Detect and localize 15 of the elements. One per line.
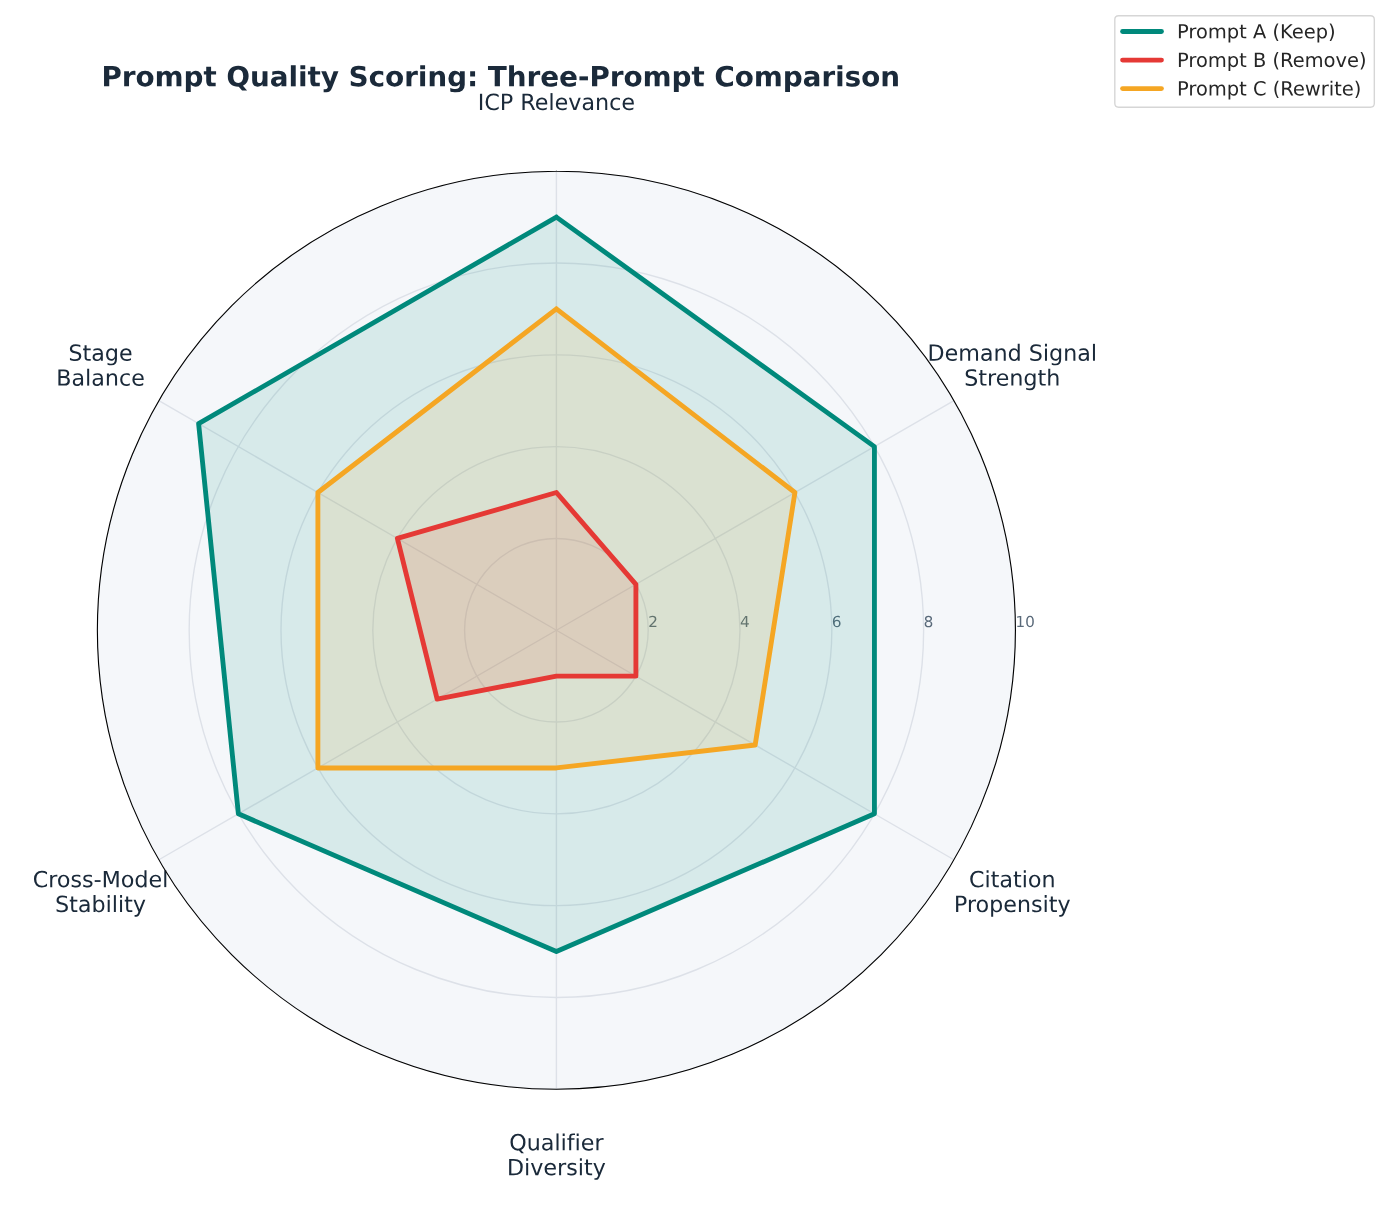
legend-label: Prompt A (Keep) xyxy=(1178,23,1334,43)
y-tick-label: 10 xyxy=(1017,615,1034,628)
spoke-label: Qualifier Diversity xyxy=(509,1133,606,1180)
spoke-label: Cross-Model Stability xyxy=(33,870,167,917)
y-tick-label: 4 xyxy=(740,615,749,628)
legend-label: Prompt B (Remove) xyxy=(1178,52,1365,71)
spoke-label: Demand Signal Strength xyxy=(929,343,1095,391)
y-tick-label: 8 xyxy=(924,615,933,628)
spoke-label: Citation Propensity xyxy=(956,870,1070,917)
y-tick-label: 2 xyxy=(649,615,657,628)
spoke-label: ICP Relevance xyxy=(479,93,634,111)
legend-label: Prompt C (Rewrite) xyxy=(1178,80,1360,100)
y-tick-label: 6 xyxy=(832,615,841,628)
spoke-label: Stage Balance xyxy=(58,344,144,386)
text: Prompt Quality Scoring: Three-Prompt Comparison xyxy=(104,65,898,93)
